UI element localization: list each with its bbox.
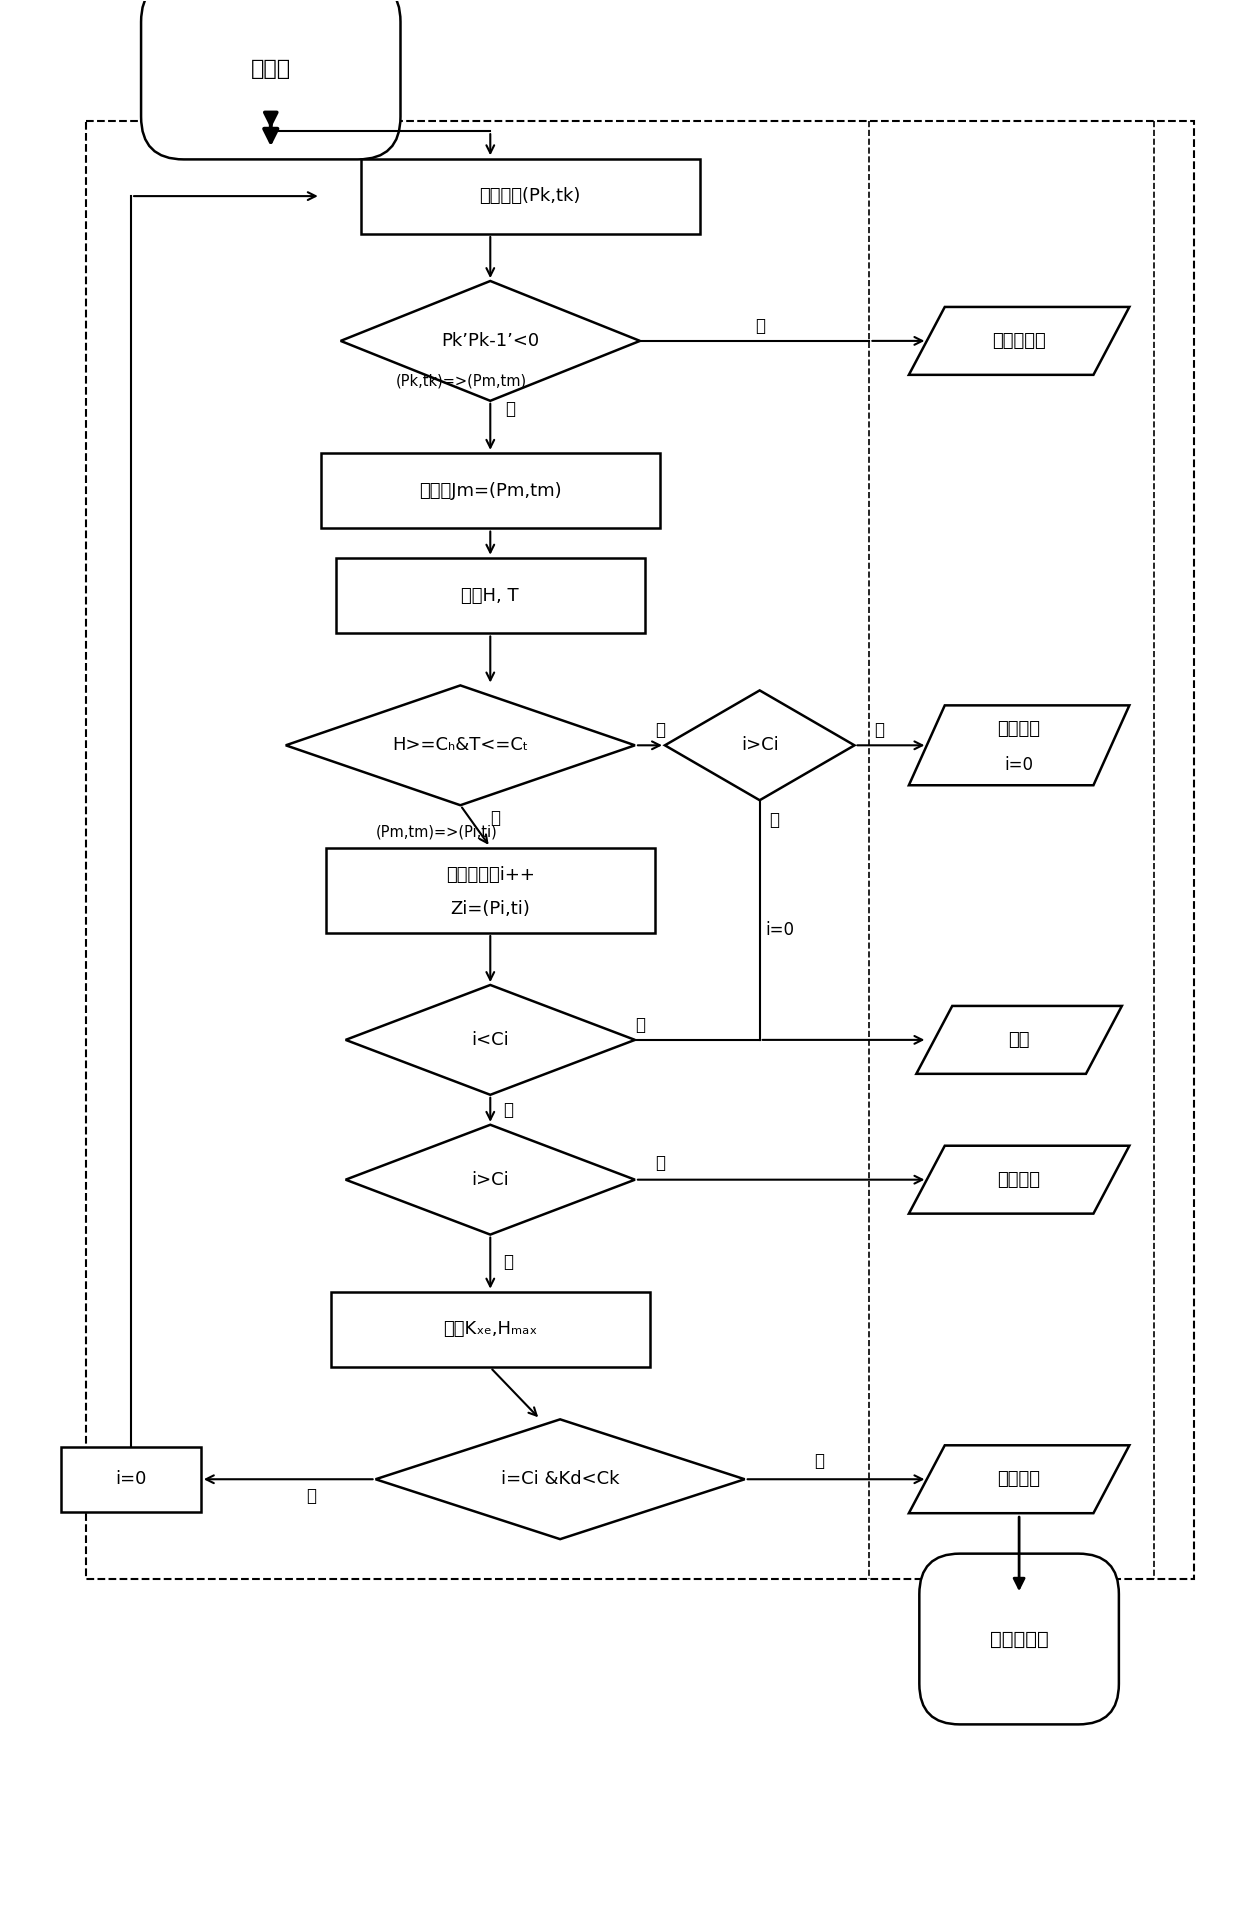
Bar [336, 559, 645, 634]
Text: 正在振荡: 正在振荡 [998, 1170, 1040, 1189]
Text: H>=Cₕ&T<=Cₜ: H>=Cₕ&T<=Cₜ [392, 736, 528, 755]
Text: 是: 是 [655, 1155, 665, 1172]
Text: 极値点Jm=(Pm,tm): 极値点Jm=(Pm,tm) [419, 482, 562, 499]
Bar [326, 847, 655, 932]
Text: 原状态: 原状态 [250, 60, 291, 79]
Text: 是: 是 [490, 809, 500, 828]
Text: 保持原状态: 保持原状态 [992, 332, 1047, 350]
Text: i=Ci &Kd<Ck: i=Ci &Kd<Ck [501, 1470, 620, 1489]
Polygon shape [909, 1145, 1130, 1214]
Text: 否: 否 [306, 1487, 316, 1506]
Polygon shape [346, 1126, 635, 1235]
Text: i=0: i=0 [1004, 757, 1034, 774]
Text: i>Ci: i>Ci [740, 736, 779, 755]
Text: 否: 否 [755, 317, 765, 334]
Bar [321, 453, 660, 528]
Polygon shape [665, 690, 854, 801]
Text: 是: 是 [505, 400, 516, 417]
Text: i=0: i=0 [115, 1470, 146, 1489]
Polygon shape [909, 307, 1130, 375]
Text: 计算Kₓₑ,Hₘₐₓ: 计算Kₓₑ,Hₘₐₓ [443, 1320, 537, 1339]
Text: 正常: 正常 [1008, 1032, 1030, 1049]
Bar [331, 1293, 650, 1368]
Text: 否: 否 [770, 811, 780, 830]
Text: (Pk,tk)=>(Pm,tm): (Pk,tk)=>(Pm,tm) [396, 373, 527, 388]
Text: 振荡结束: 振荡结束 [998, 720, 1040, 738]
Text: (Pm,tm)=>(Pi,ti): (Pm,tm)=>(Pi,ti) [376, 824, 497, 839]
Text: 是: 是 [874, 720, 884, 740]
Bar [61, 1447, 201, 1512]
Bar [87, 121, 1194, 1579]
Bar [361, 159, 699, 234]
Text: 否: 否 [503, 1252, 513, 1270]
FancyBboxPatch shape [919, 1554, 1118, 1725]
Polygon shape [909, 705, 1130, 786]
Text: 是: 是 [815, 1452, 825, 1470]
Text: Pk’Pk-1’<0: Pk’Pk-1’<0 [441, 332, 539, 350]
Text: 输入数据(Pk,tk): 输入数据(Pk,tk) [480, 186, 580, 206]
Polygon shape [909, 1445, 1130, 1514]
Text: 是: 是 [635, 1016, 645, 1033]
Text: 返回新状态: 返回新状态 [990, 1629, 1049, 1648]
Text: 振荡开始: 振荡开始 [998, 1470, 1040, 1489]
FancyBboxPatch shape [141, 0, 401, 159]
Polygon shape [376, 1420, 745, 1539]
Text: i=0: i=0 [765, 920, 794, 939]
Text: i<Ci: i<Ci [471, 1032, 510, 1049]
Polygon shape [341, 280, 640, 401]
Text: Zi=(Pi,ti): Zi=(Pi,ti) [450, 899, 531, 918]
Text: i>Ci: i>Ci [471, 1170, 510, 1189]
Polygon shape [916, 1007, 1122, 1074]
Text: 计算H, T: 计算H, T [461, 586, 520, 605]
Polygon shape [346, 985, 635, 1095]
Polygon shape [285, 686, 635, 805]
Text: 否: 否 [503, 1101, 513, 1118]
Text: 否: 否 [655, 720, 665, 740]
Text: 振荡极値点i++: 振荡极値点i++ [446, 866, 534, 884]
